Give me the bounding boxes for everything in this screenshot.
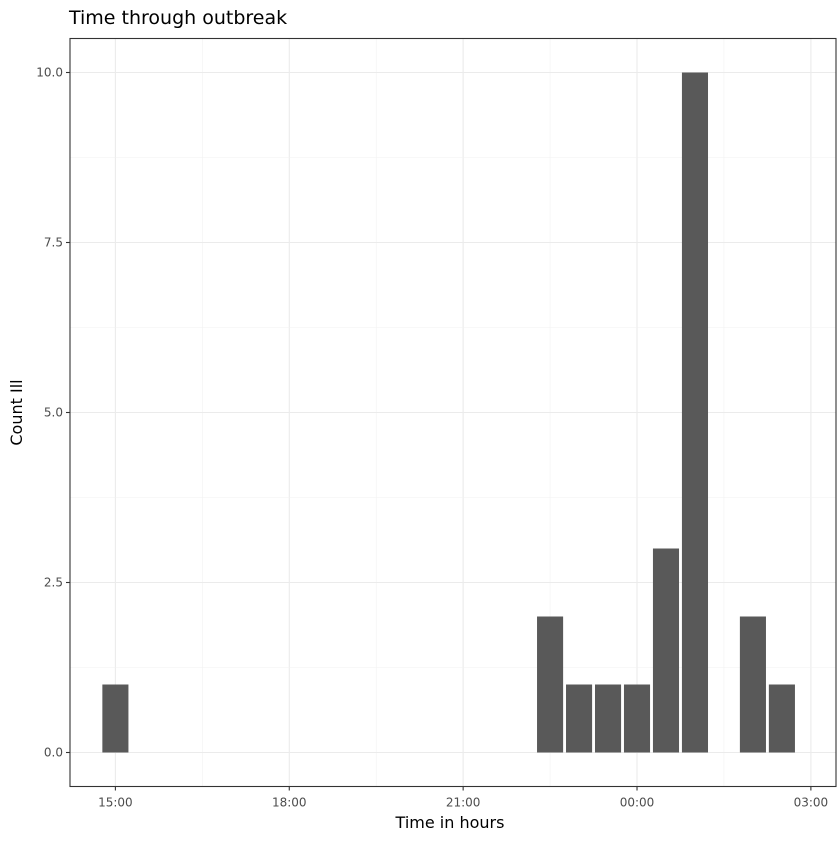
bar: [594, 684, 622, 753]
bar: [623, 684, 651, 753]
y-tick-label: 5.0: [44, 406, 63, 420]
bar: [681, 72, 709, 753]
grid-lines: [70, 38, 836, 787]
bar: [537, 616, 564, 753]
bar: [768, 684, 795, 753]
x-tick-label: 00:00: [620, 796, 655, 810]
y-tick-label: 0.0: [44, 746, 63, 760]
x-tick-label: 21:00: [446, 796, 481, 810]
bar: [566, 684, 593, 753]
bars: [102, 72, 795, 753]
x-tick-label: 03:00: [794, 796, 829, 810]
x-tick-label: 18:00: [272, 796, 307, 810]
bar: [652, 548, 680, 753]
y-axis-label: Count Ill: [7, 379, 26, 445]
y-tick-label: 10.0: [36, 66, 63, 80]
y-tick-label: 7.5: [44, 236, 63, 250]
axes: 15:00 18:00 21:00 00:00 03:00 0.0 2.5 5.0 7.5 10.…: [36, 66, 828, 810]
chart-title: Time through outbreak: [68, 7, 287, 29]
bar: [739, 616, 766, 753]
x-tick-label: 15:00: [98, 796, 133, 810]
x-axis-label: Time in hours: [395, 813, 505, 832]
bar: [102, 684, 129, 753]
y-tick-label: 2.5: [44, 576, 63, 590]
